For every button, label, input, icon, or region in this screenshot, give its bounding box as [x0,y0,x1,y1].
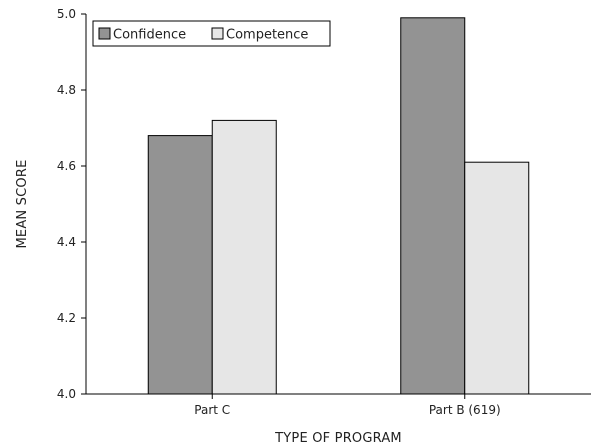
y-tick-label: 4.2 [57,311,76,325]
x-tick-label: Part B (619) [429,403,501,417]
legend-swatch-confidence [98,27,111,40]
axes-group [85,14,591,395]
bar-competence-1 [211,119,277,395]
bars-group [147,17,530,395]
x-tick-label: Part C [194,403,230,417]
bar-confidence-2 [400,17,466,395]
legend: Confidence Competence [92,20,331,47]
legend-swatch-competence [211,27,224,40]
y-ticks-group: 4.0 4.2 4.4 4.6 4.8 5.0 [57,7,86,401]
y-tick-label: 4.8 [57,83,76,97]
y-tick-label: 5.0 [57,7,76,21]
x-axis-title: TYPE OF PROGRAM [274,431,402,446]
x-ticks-group: Part C Part B (619) [194,394,501,417]
bar-confidence-1 [147,135,213,395]
y-tick-label: 4.4 [57,235,76,249]
bar-competence-2 [464,161,530,395]
y-tick-label: 4.0 [57,387,76,401]
legend-label-confidence: Confidence [113,28,186,43]
y-axis-title: MEAN SCORE [15,160,30,249]
y-tick-label: 4.6 [57,159,76,173]
legend-label-competence: Competence [226,28,308,43]
